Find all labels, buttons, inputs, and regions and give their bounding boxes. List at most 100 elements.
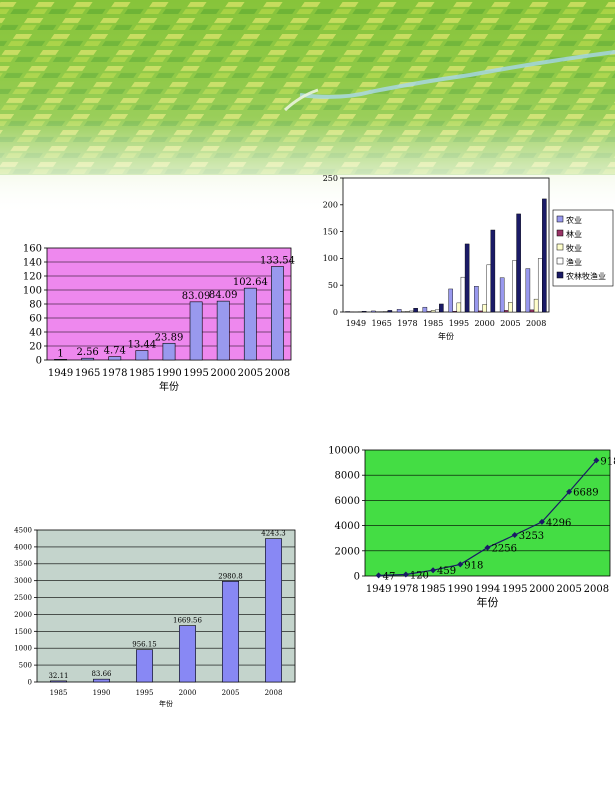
chart2-legend-swatch: [556, 215, 564, 223]
chart3-data-label: 83.66: [91, 670, 112, 678]
chart3-ytick-label: 1500: [14, 628, 32, 636]
chart4-xtick-label: 1949: [366, 584, 391, 595]
chart1-xtick-label: 1978: [102, 368, 127, 379]
chart1-xtick-label: 2005: [238, 368, 263, 379]
chart4-data-label: 120: [410, 570, 429, 581]
chart4-xtick-label: 1994: [475, 584, 500, 595]
chart2-legend-label: 牧业: [566, 243, 582, 253]
chart1-data-label: 83.09: [182, 291, 211, 302]
chart3-xtick-label: 2005: [222, 689, 240, 697]
chart1-ytick-label: 0: [36, 356, 42, 367]
chart2-bar: [383, 311, 389, 313]
chart2-legend-label: 渔业: [566, 257, 582, 267]
chart2-bar: [478, 310, 483, 313]
chart3-ytick-label: 500: [19, 662, 32, 670]
chart1-xtick-label: 1995: [183, 368, 208, 379]
chart2-ytick-label: 250: [323, 174, 338, 183]
chart2-bar: [452, 310, 458, 313]
chart2-bar: [503, 310, 509, 313]
chart1-xtick-label: 2000: [210, 368, 235, 379]
chart1-xtick-label: 1990: [156, 368, 181, 379]
chart1-bar: [162, 342, 176, 361]
chart2-bar: [464, 243, 470, 313]
chart-3: 0 500 1000 1500 2000 2500 3000 3500 4000 4500 32.1…: [14, 526, 296, 708]
chart2-ytick-label: 150: [323, 227, 338, 236]
chart1-ytick-label: 120: [23, 272, 42, 283]
chart3-data-label: 4243.3: [261, 530, 286, 538]
chart2-legend-swatch: [556, 229, 564, 237]
chart2-bar: [456, 302, 462, 313]
chart2-xtick-label: 2000: [474, 319, 494, 328]
chart1-ytick-label: 80: [29, 300, 42, 311]
chart1-data-label: 23.89: [155, 332, 184, 343]
chart1-data-label: 133.54: [260, 256, 295, 267]
chart1-data-label: 2.56: [77, 347, 99, 358]
chart2-xtick-label: 1949: [346, 319, 366, 328]
chart4-xtick-label: 1995: [502, 584, 527, 595]
chart4-data-label: 9180: [600, 456, 615, 467]
chart4-plot-area: [364, 449, 611, 577]
chart2-bar: [413, 308, 418, 313]
chart2-x-axis-label: 年份: [438, 331, 454, 341]
chart1-bar: [189, 301, 203, 361]
chart4-data-label: 2256: [492, 544, 517, 555]
farmland-banner: [0, 0, 615, 215]
chart2-legend-swatch: [556, 243, 564, 251]
chart3-ytick-label: 4000: [14, 543, 32, 551]
chart4-xtick-label: 2000: [529, 584, 554, 595]
chart1-bar: [243, 287, 257, 361]
chart1-ytick-label: 60: [29, 314, 42, 325]
chart1-ytick-label: 160: [23, 244, 42, 255]
chart2-bar: [405, 311, 410, 313]
chart1-ytick-label: 40: [29, 328, 42, 339]
chart2-bar: [542, 198, 547, 313]
chart2-bar: [422, 306, 428, 313]
chart4-xtick-label: 1985: [420, 584, 445, 595]
chart4-ytick-label: 2000: [335, 546, 360, 557]
chart2-bar: [387, 310, 393, 313]
chart2-bar: [529, 309, 535, 313]
chart4-ytick-label: 8000: [335, 471, 360, 482]
chart4-ytick-label: 10000: [328, 446, 360, 457]
chart2-bar: [439, 303, 444, 313]
chart2-legend-label: 农业: [566, 215, 582, 225]
chart2-bar: [537, 258, 543, 313]
chart4-point: [430, 567, 437, 574]
chart2-bar: [525, 268, 531, 313]
chart4-point: [511, 532, 518, 539]
chart4-data-label: 6689: [573, 488, 598, 499]
chart4-point: [375, 572, 382, 579]
chart3-x-axis-label: 年份: [159, 699, 173, 708]
chart3-ytick-label: 2500: [14, 594, 32, 602]
chart4-point: [402, 571, 409, 578]
chart4-data-label: 918: [464, 560, 483, 571]
chart1-bar: [108, 356, 122, 361]
chart4-ytick-label: 0: [354, 572, 360, 583]
chart3-data-label: 2980.8: [218, 572, 243, 580]
chart3-bar: [93, 678, 110, 683]
chart3-ytick-label: 1000: [14, 645, 32, 653]
chart1-xtick-label: 1965: [75, 368, 100, 379]
chart1-bar: [135, 350, 149, 361]
chart1-x-axis-label: 年份: [159, 380, 179, 393]
chart3-ytick-label: 0: [28, 678, 32, 686]
chart4-point: [566, 488, 573, 495]
chart1-data-label: 1: [57, 348, 63, 359]
chart4-point: [593, 457, 600, 464]
chart4-ytick-label: 6000: [335, 496, 360, 507]
chart2-legend-swatch: [556, 257, 564, 265]
chart2-bar: [490, 229, 496, 313]
chart2-bar: [508, 302, 513, 313]
chart3-data-label: 956.15: [132, 641, 157, 649]
chart2-bar: [512, 260, 517, 313]
chart2-bar: [448, 288, 453, 313]
chart1-bar: [54, 359, 67, 361]
chart2-bar: [486, 264, 492, 313]
chart1-bar: [216, 300, 230, 361]
chart4-xtick-label: 1990: [448, 584, 473, 595]
chart-2: 0 50 100 150 200 250 1949 1965 1978 1985 1995 2000 2…: [323, 174, 614, 341]
chart3-xtick-label: 1990: [93, 689, 111, 697]
chart1-bar: [81, 357, 95, 361]
chart2-bar: [396, 309, 402, 313]
chart1-ytick-label: 100: [23, 286, 42, 297]
